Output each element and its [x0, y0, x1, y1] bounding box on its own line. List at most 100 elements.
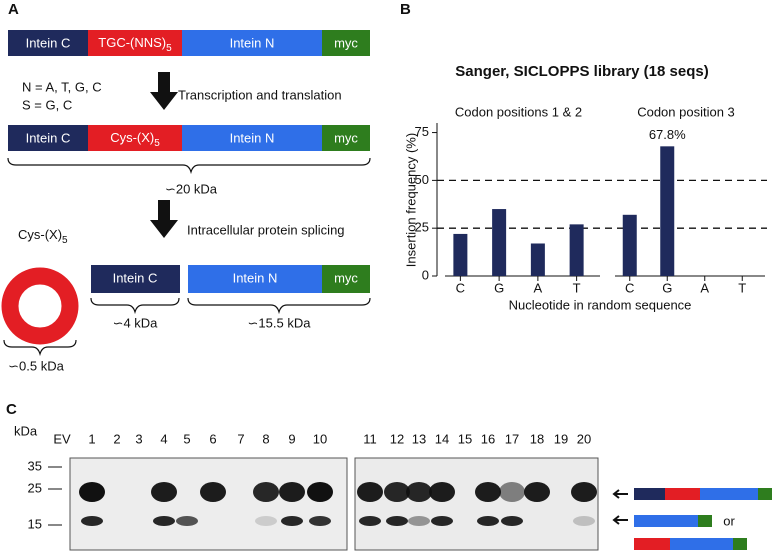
band — [307, 482, 333, 502]
band — [406, 482, 432, 502]
y-axis-title: Insertion frequency (%) — [403, 133, 418, 267]
arrow — [150, 72, 178, 110]
brace — [187, 297, 371, 315]
band — [200, 482, 226, 502]
lane-label: 11 — [363, 431, 377, 446]
band — [386, 516, 408, 526]
intein-n-block — [700, 488, 758, 500]
lane-label: 7 — [237, 431, 244, 446]
panel-label: C — [6, 401, 17, 418]
intein-n-block — [188, 265, 322, 293]
band — [431, 516, 453, 526]
y-tick-label: 0 — [422, 267, 429, 282]
band — [359, 516, 381, 526]
subscript: 5 — [62, 235, 68, 246]
lane-label: 14 — [435, 431, 449, 446]
subscript: 5 — [154, 138, 160, 149]
label: myc — [334, 35, 358, 50]
label: Intein C — [26, 130, 71, 145]
y-tick-label: 25 — [415, 220, 429, 235]
intein-c-block — [8, 125, 88, 151]
label: Cys-(X)5 — [18, 227, 68, 245]
label: myc — [334, 270, 358, 285]
intein-n-block — [182, 125, 322, 151]
band — [357, 482, 383, 502]
marker-label: 35 — [28, 458, 42, 473]
lane-label: 2 — [113, 431, 120, 446]
panel-label: A — [8, 1, 19, 18]
bar-chart: 0 25 50 75 Codon positions 1 & 2 C G A T Codon po… — [415, 104, 767, 295]
band — [524, 482, 550, 502]
note: N = A, T, G, C — [22, 79, 102, 94]
construct-protein: Intein C Cys-(X)5 Intein N myc — [8, 125, 370, 151]
label: Intein N — [233, 270, 278, 285]
cyclic-peptide-ring — [1, 267, 79, 345]
band — [573, 516, 595, 526]
label: Cys-(X) — [18, 227, 62, 242]
band — [501, 516, 523, 526]
insert-block — [665, 488, 700, 500]
bar — [569, 224, 584, 276]
or-label: or — [723, 513, 735, 528]
band — [477, 516, 499, 526]
band — [153, 516, 175, 526]
myc-block — [733, 538, 747, 550]
y-tick-label: 50 — [415, 172, 429, 187]
band — [571, 482, 597, 502]
lane-label: 1 — [88, 431, 95, 446]
label: Intein N — [230, 35, 275, 50]
band — [384, 482, 410, 502]
bar — [453, 233, 468, 276]
mass: ∽0.5 kDa — [8, 358, 64, 373]
band — [255, 516, 277, 526]
myc-block — [322, 125, 370, 151]
intein-n-block — [670, 538, 733, 550]
label: Intein N — [230, 130, 275, 145]
brace — [90, 297, 180, 315]
band — [79, 482, 105, 502]
band — [151, 482, 177, 502]
intein-n-block — [634, 515, 698, 527]
band — [176, 516, 198, 526]
brace — [7, 157, 371, 175]
band — [253, 482, 279, 502]
step: Transcription and translation — [178, 87, 342, 102]
label: TGC-(NNS) — [98, 35, 166, 50]
marker-label: 15 — [28, 516, 42, 531]
lane-label: 5 — [183, 431, 190, 446]
intein-c-block — [91, 265, 180, 293]
y-tick-label: 75 — [415, 124, 429, 139]
arrow — [150, 200, 178, 238]
insert-block — [88, 30, 182, 56]
lane-label: 10 — [313, 431, 327, 446]
panel-label: B — [400, 1, 411, 18]
arrow — [612, 489, 628, 499]
x-tick-label: G — [662, 280, 672, 295]
label: Cys-(X)5 — [110, 130, 160, 148]
bar — [492, 209, 507, 276]
lane-label: 12 — [390, 431, 404, 446]
band — [475, 482, 501, 502]
mass: ∽15.5 kDa — [248, 315, 312, 330]
lane-label: 16 — [481, 431, 495, 446]
value-label: 67.8% — [649, 127, 686, 142]
lane-label: 17 — [505, 431, 519, 446]
intein-c-block — [634, 488, 665, 500]
lane-label: 13 — [412, 431, 426, 446]
group-label: Codon position 3 — [637, 104, 735, 119]
chart-title: Sanger, SICLOPPS library (18 seqs) — [455, 63, 708, 80]
insert-block — [634, 538, 670, 550]
lane-label: 4 — [160, 431, 167, 446]
band — [281, 516, 303, 526]
myc-block — [698, 515, 712, 527]
lane-label: 3 — [135, 431, 142, 446]
band — [499, 482, 525, 502]
lane-label: 19 — [554, 431, 568, 446]
x-tick-label: A — [534, 280, 543, 295]
x-axis-title: Nucleotide in random sequence — [509, 297, 692, 312]
schematic — [634, 488, 772, 550]
label: Intein C — [26, 35, 71, 50]
brace — [3, 339, 77, 357]
lane-label: 15 — [458, 431, 472, 446]
blot-left — [69, 457, 348, 551]
